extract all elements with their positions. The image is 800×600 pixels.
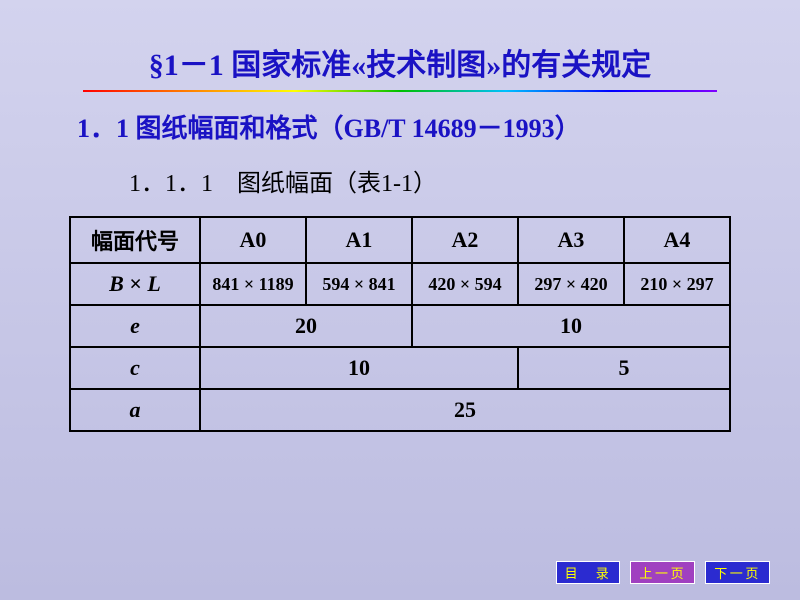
table-cell: 25 [200, 389, 730, 431]
table-cell: 20 [200, 305, 412, 347]
table-row: c105 [70, 347, 730, 389]
table-cell: A2 [412, 217, 518, 263]
table-cell: 210 × 297 [624, 263, 730, 305]
row-header: B × L [70, 263, 200, 305]
section-heading: 1．1 图纸幅面和格式（GB/T 14689－1993） [77, 108, 745, 145]
table-cell: A3 [518, 217, 624, 263]
subsection-heading: 1．1．1 图纸幅面（表1-1） [129, 163, 745, 198]
slide: §1－1 国家标准«技术制图»的有关规定 1．1 图纸幅面和格式（GB/T 14… [0, 0, 800, 600]
page-title: §1－1 国家标准«技术制图»的有关规定 [55, 40, 745, 84]
nav-button[interactable]: 目 录 [556, 561, 621, 584]
table-cell: A1 [306, 217, 412, 263]
nav-button[interactable]: 下一页 [705, 561, 770, 584]
section-heading-suf: ） [555, 114, 581, 143]
nav-button[interactable]: 上一页 [630, 561, 695, 584]
table-cell: 10 [200, 347, 518, 389]
row-header: e [70, 305, 200, 347]
row-header: a [70, 389, 200, 431]
table-row: B × L841 × 1189594 × 841420 × 594297 × 4… [70, 263, 730, 305]
table-cell: 420 × 594 [412, 263, 518, 305]
table-cell: 841 × 1189 [200, 263, 306, 305]
table-cell: 5 [518, 347, 730, 389]
table-cell: 297 × 420 [518, 263, 624, 305]
row-header: 幅面代号 [70, 217, 200, 263]
table-cell: A0 [200, 217, 306, 263]
table-row: a25 [70, 389, 730, 431]
nav-buttons: 目 录上一页下一页 [556, 561, 770, 584]
table-cell: 594 × 841 [306, 263, 412, 305]
section-heading-std: GB/T 14689－1993 [344, 114, 555, 143]
table-cell: 10 [412, 305, 730, 347]
paper-size-table: 幅面代号A0A1A2A3A4B × L841 × 1189594 × 84142… [69, 216, 731, 432]
section-heading-pre: 1．1 图纸幅面和格式（ [77, 114, 344, 143]
table-row: e2010 [70, 305, 730, 347]
rainbow-divider [83, 90, 718, 92]
table-row: 幅面代号A0A1A2A3A4 [70, 217, 730, 263]
table-cell: A4 [624, 217, 730, 263]
row-header: c [70, 347, 200, 389]
